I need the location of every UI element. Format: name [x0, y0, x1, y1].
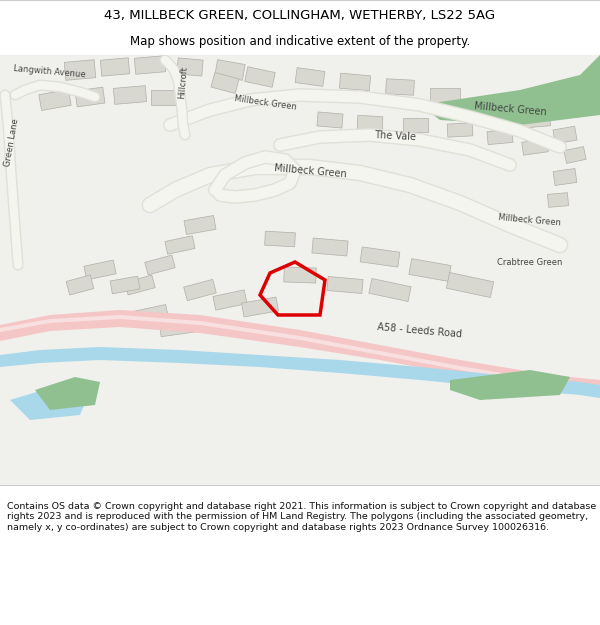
Polygon shape: [0, 347, 600, 398]
Bar: [487, 129, 513, 144]
Bar: [547, 192, 569, 208]
Bar: [113, 86, 146, 104]
Polygon shape: [0, 310, 600, 395]
Bar: [64, 60, 96, 80]
Bar: [110, 276, 140, 294]
Bar: [165, 236, 195, 254]
Bar: [184, 216, 216, 234]
Bar: [357, 116, 383, 131]
Bar: [553, 169, 577, 186]
Bar: [430, 88, 460, 102]
Bar: [284, 267, 316, 283]
Bar: [159, 318, 201, 337]
Text: Millbeck Green: Millbeck Green: [274, 162, 347, 179]
Bar: [327, 276, 363, 294]
Text: Millbeck Green: Millbeck Green: [233, 94, 297, 112]
Bar: [75, 87, 105, 107]
Bar: [215, 60, 245, 80]
Text: Hillcroft: Hillcroft: [177, 66, 189, 99]
Bar: [386, 79, 415, 95]
Bar: [177, 58, 203, 76]
Bar: [39, 89, 71, 111]
Bar: [100, 58, 130, 76]
Text: Map shows position and indicative extent of the property.: Map shows position and indicative extent…: [130, 35, 470, 48]
Bar: [317, 112, 343, 128]
Bar: [446, 272, 494, 298]
Bar: [403, 118, 427, 132]
Bar: [564, 147, 586, 163]
Bar: [369, 279, 411, 301]
Bar: [360, 247, 400, 267]
Text: Millbeck Green: Millbeck Green: [473, 101, 547, 117]
Bar: [522, 139, 548, 155]
Bar: [409, 259, 451, 281]
Bar: [184, 279, 217, 301]
Bar: [145, 255, 175, 275]
Polygon shape: [35, 377, 100, 410]
Bar: [295, 68, 325, 86]
Bar: [447, 123, 473, 137]
Bar: [211, 72, 239, 94]
Bar: [242, 297, 278, 317]
Bar: [84, 260, 116, 280]
Bar: [265, 231, 295, 247]
Bar: [151, 89, 179, 104]
Polygon shape: [10, 385, 90, 420]
Text: Crabtree Green: Crabtree Green: [497, 258, 563, 267]
Text: Langwith Avenue: Langwith Avenue: [13, 64, 86, 79]
Polygon shape: [0, 315, 600, 390]
Bar: [312, 238, 348, 256]
Bar: [134, 56, 166, 74]
Bar: [553, 126, 577, 144]
Text: The Vale: The Vale: [374, 130, 416, 142]
Bar: [520, 112, 551, 128]
Text: Green Lane: Green Lane: [4, 118, 20, 167]
Text: Millbeck Green: Millbeck Green: [498, 213, 562, 227]
Bar: [476, 99, 504, 114]
Bar: [245, 67, 275, 88]
Text: 43, MILLBECK GREEN, COLLINGHAM, WETHERBY, LS22 5AG: 43, MILLBECK GREEN, COLLINGHAM, WETHERBY…: [104, 9, 496, 22]
Bar: [131, 304, 169, 326]
Polygon shape: [420, 55, 600, 125]
Text: Contains OS data © Crown copyright and database right 2021. This information is : Contains OS data © Crown copyright and d…: [7, 502, 596, 532]
Bar: [125, 275, 155, 295]
Text: A58 - Leeds Road: A58 - Leeds Road: [377, 322, 463, 339]
Bar: [340, 73, 371, 91]
Bar: [213, 290, 247, 310]
Polygon shape: [450, 370, 570, 400]
Bar: [66, 275, 94, 295]
